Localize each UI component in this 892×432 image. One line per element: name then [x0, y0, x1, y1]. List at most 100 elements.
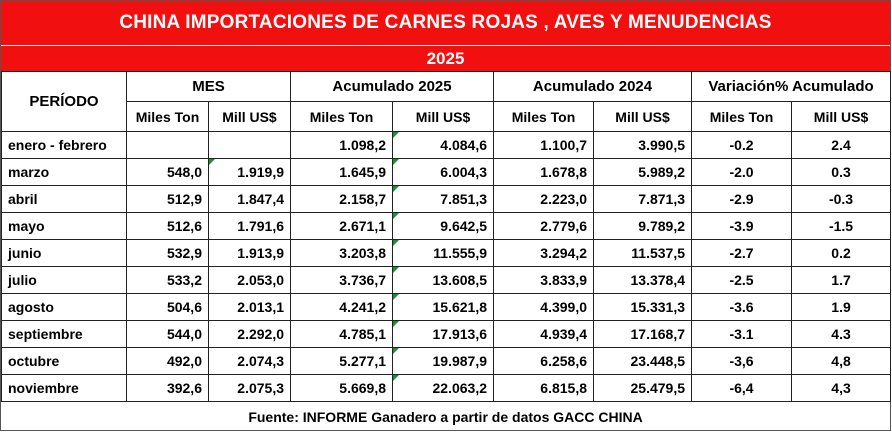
cell-periodo: septiembre: [1, 320, 127, 348]
cell-mes-ton: 512,9: [126, 185, 209, 213]
cell-acum2025-ton: 5.669,8: [290, 374, 394, 402]
cell-acum2025-usd: 13.608,5: [392, 266, 495, 294]
cell-acum2025-ton: 5.277,1: [290, 347, 394, 375]
cell-mes-ton: 533,2: [126, 266, 209, 294]
cell-acum2024-usd: 3.990,5: [593, 131, 693, 159]
cell-acum2024-ton: 1.100,7: [493, 131, 595, 159]
cell-acum2024-ton: 6.815,8: [493, 374, 595, 402]
cell-acum2025-usd: 22.063,2: [392, 374, 495, 402]
subheader-mill-usd: Mill US$: [392, 101, 495, 132]
cell-acum2024-usd: 13.378,4: [593, 266, 693, 294]
cell-mes-usd: 1.919,9: [207, 158, 292, 186]
cell-acum2024-ton: 2.223,0: [493, 185, 595, 213]
cell-periodo: mayo: [1, 212, 127, 240]
cell-mes-usd: 2.075,3: [207, 374, 292, 402]
cell-mes-usd: 1.913,9: [207, 239, 292, 267]
cell-var-usd: -0.3: [791, 185, 892, 213]
cell-mes-usd: [207, 131, 292, 159]
cell-acum2024-ton: 3.294,2: [493, 239, 595, 267]
cell-periodo: agosto: [1, 293, 127, 321]
subheader-miles-ton: Miles Ton: [290, 101, 394, 132]
cell-periodo: octubre: [1, 347, 127, 375]
subheader-miles-ton: Miles Ton: [126, 101, 209, 132]
header-acumulado-2025: Acumulado 2025: [290, 71, 495, 102]
table-row: abril 512,9 1.847,4 2.158,7 7.851,3 2.22…: [1, 185, 892, 213]
cell-periodo: junio: [1, 239, 127, 267]
cell-var-usd: 0.2: [791, 239, 892, 267]
table-row: junio 532,9 1.913,9 3.203,8 11.555,9 3.2…: [1, 239, 892, 267]
cell-acum2024-ton: 4.399,0: [493, 293, 595, 321]
cell-mes-ton: 532,9: [126, 239, 209, 267]
cell-mes-ton: [126, 131, 209, 159]
cell-acum2025-usd: 15.621,8: [392, 293, 495, 321]
cell-mes-usd: 2.053,0: [207, 266, 292, 294]
table-row: octubre 492,0 2.074,3 5.277,1 19.987,9 6…: [1, 347, 892, 375]
table-row: marzo 548,0 1.919,9 1.645,9 6.004,3 1.67…: [1, 158, 892, 186]
cell-var-ton: -6,4: [691, 374, 793, 402]
table-row: julio 533,2 2.053,0 3.736,7 13.608,5 3.8…: [1, 266, 892, 294]
cell-var-usd: 1.9: [791, 293, 892, 321]
cell-var-ton: -2.7: [691, 239, 793, 267]
cell-acum2025-ton: 1.645,9: [290, 158, 394, 186]
subheader-miles-ton: Miles Ton: [691, 101, 793, 132]
cell-acum2024-ton: 1.678,8: [493, 158, 595, 186]
cell-acum2025-usd: 11.555,9: [392, 239, 495, 267]
cell-acum2025-usd: 6.004,3: [392, 158, 495, 186]
cell-acum2025-ton: 4.241,2: [290, 293, 394, 321]
cell-var-ton: -0.2: [691, 131, 793, 159]
cell-acum2024-ton: 6.258,6: [493, 347, 595, 375]
cell-mes-usd: 2.074,3: [207, 347, 292, 375]
cell-acum2024-usd: 17.168,7: [593, 320, 693, 348]
cell-mes-ton: 544,0: [126, 320, 209, 348]
source-note: Fuente: INFORME Ganadero a partir de dat…: [248, 409, 643, 425]
cell-acum2025-ton: 4.785,1: [290, 320, 394, 348]
cell-acum2024-ton: 4.939,4: [493, 320, 595, 348]
cell-acum2025-ton: 3.736,7: [290, 266, 394, 294]
cell-acum2025-usd: 9.642,5: [392, 212, 495, 240]
subheader-mill-usd: Mill US$: [791, 101, 892, 132]
header-mes: MES: [125, 71, 292, 102]
cell-var-ton: -3.6: [691, 293, 793, 321]
cell-acum2024-usd: 7.871,3: [593, 185, 693, 213]
cell-mes-ton: 492,0: [126, 347, 209, 375]
table-row: enero - febrero 1.098,2 4.084,6 1.100,7 …: [1, 131, 892, 159]
cell-acum2024-ton: 2.779,6: [493, 212, 595, 240]
subheader-miles-ton: Miles Ton: [493, 101, 595, 132]
cell-var-usd: -1.5: [791, 212, 892, 240]
cell-acum2024-usd: 15.331,3: [593, 293, 693, 321]
cell-var-usd: 2.4: [791, 131, 892, 159]
header-acumulado-2024: Acumulado 2024: [493, 71, 693, 102]
cell-acum2024-usd: 11.537,5: [593, 239, 693, 267]
cell-acum2025-usd: 7.851,3: [392, 185, 495, 213]
page-title: CHINA IMPORTACIONES DE CARNES ROJAS , AV…: [1, 1, 890, 46]
cell-var-ton: -3.1: [691, 320, 793, 348]
cell-acum2025-ton: 2.671,1: [290, 212, 394, 240]
imports-table: PERÍODO MES Acumulado 2025 Acumulado 202…: [1, 71, 892, 402]
cell-var-ton: -2.5: [691, 266, 793, 294]
cell-acum2024-ton: 3.833,9: [493, 266, 595, 294]
table-row: agosto 504,6 2.013,1 4.241,2 15.621,8 4.…: [1, 293, 892, 321]
header-variacion: Variación% Acumulado: [691, 71, 892, 102]
cell-acum2024-usd: 23.448,5: [593, 347, 693, 375]
cell-mes-usd: 2.013,1: [207, 293, 292, 321]
cell-var-usd: 4,8: [791, 347, 892, 375]
cell-acum2025-usd: 19.987,9: [392, 347, 495, 375]
cell-mes-usd: 2.292,0: [207, 320, 292, 348]
cell-periodo: julio: [1, 266, 127, 294]
subheader-mill-usd: Mill US$: [207, 101, 292, 132]
cell-var-usd: 0.3: [791, 158, 892, 186]
table-row: mayo 512,6 1.791,6 2.671,1 9.642,5 2.779…: [1, 212, 892, 240]
subheader-mill-usd: Mill US$: [593, 101, 693, 132]
cell-acum2024-usd: 25.479,5: [593, 374, 693, 402]
cell-mes-usd: 1.791,6: [207, 212, 292, 240]
cell-acum2024-usd: 5.989,2: [593, 158, 693, 186]
cell-var-ton: -3.9: [691, 212, 793, 240]
cell-acum2025-ton: 1.098,2: [290, 131, 394, 159]
cell-acum2025-usd: 17.913,6: [392, 320, 495, 348]
cell-var-usd: 1.7: [791, 266, 892, 294]
year-banner: 2025: [1, 46, 890, 71]
header-periodo: PERÍODO: [1, 71, 127, 132]
cell-mes-ton: 392,6: [126, 374, 209, 402]
cell-acum2025-ton: 3.203,8: [290, 239, 394, 267]
